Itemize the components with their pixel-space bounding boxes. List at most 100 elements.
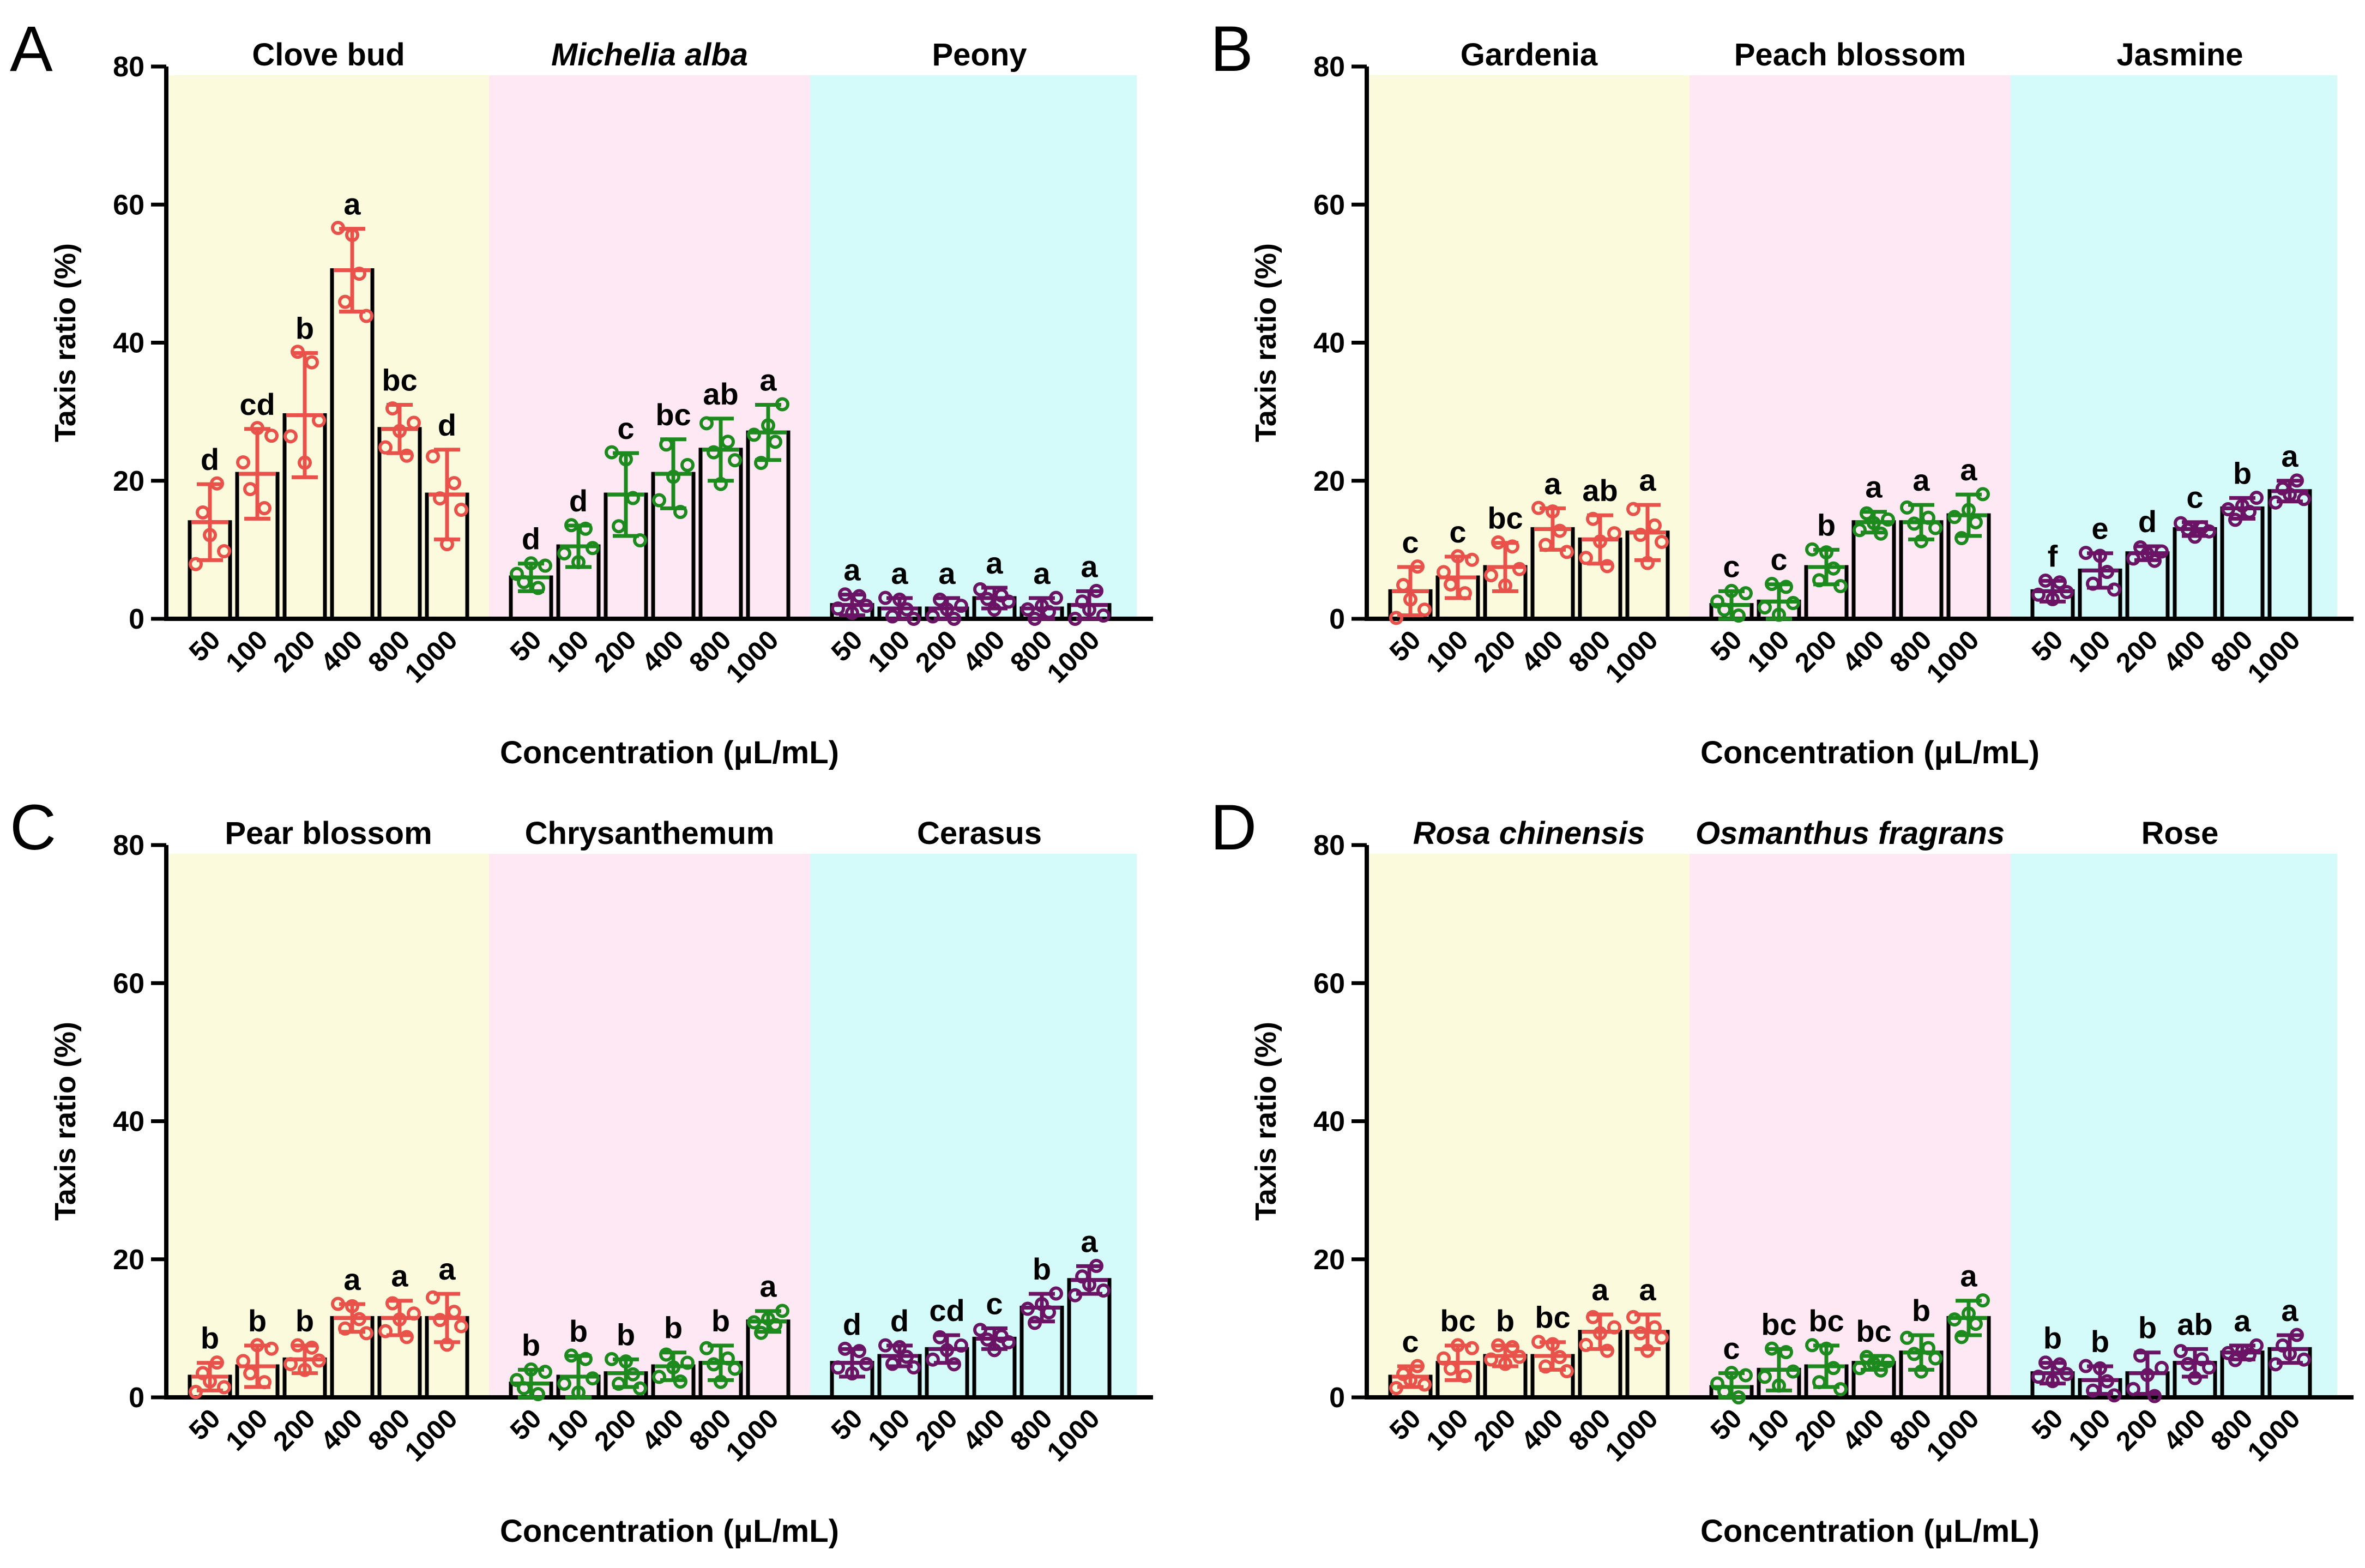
data-point <box>852 589 866 604</box>
data-point <box>359 309 373 323</box>
data-point <box>1458 1368 1472 1383</box>
data-point <box>619 452 633 467</box>
data-point <box>1826 1361 1841 1376</box>
significance-letter: b <box>617 1317 635 1352</box>
data-point <box>2086 1383 2100 1398</box>
y-tick-label: 60 <box>1313 968 1345 999</box>
x-tick-label: 1000 <box>1041 624 1106 689</box>
x-tick-label: 50 <box>504 1403 547 1446</box>
x-tick-label: 400 <box>2157 624 2211 678</box>
x-tick-label: 200 <box>267 624 321 678</box>
data-point <box>407 1306 421 1321</box>
data-point <box>728 453 742 468</box>
data-point <box>1860 506 1874 521</box>
data-point <box>1907 516 1921 531</box>
data-point <box>538 558 552 573</box>
group-title: Osmanthus fragrans <box>1696 816 2005 851</box>
x-tick-label: 1000 <box>720 624 785 689</box>
group-background <box>1368 75 1690 619</box>
x-tick-label: 400 <box>1836 1403 1890 1457</box>
data-point <box>892 1340 907 1354</box>
panel-label: C <box>10 792 56 864</box>
y-tick-label: 60 <box>1313 189 1345 221</box>
significance-letter: b <box>248 1304 267 1338</box>
data-point <box>1867 516 1881 530</box>
significance-letter: a <box>1033 556 1051 590</box>
data-point <box>2086 576 2100 591</box>
data-point <box>1914 1364 1928 1379</box>
data-point <box>2031 587 2046 602</box>
x-tick-label: 1000 <box>720 1403 785 1467</box>
data-point <box>1928 521 1942 535</box>
data-point <box>1928 1351 1942 1366</box>
data-point <box>1954 1330 1969 1344</box>
data-point <box>954 1338 968 1353</box>
data-point <box>768 1318 782 1332</box>
data-point <box>2038 1355 2053 1370</box>
data-point <box>1724 583 1739 598</box>
significance-letter: d <box>522 522 540 556</box>
y-tick-label: 40 <box>1313 1106 1345 1138</box>
data-point <box>586 541 600 556</box>
y-axis-title: Taxis ratio (%) <box>1250 243 1282 442</box>
x-tick-label: 50 <box>504 624 547 667</box>
significance-letter: b <box>664 1311 683 1345</box>
data-point <box>947 1357 961 1372</box>
data-point <box>1914 534 1928 548</box>
data-point <box>1068 1288 1082 1302</box>
x-tick-label: 400 <box>315 624 369 678</box>
data-point <box>699 416 714 431</box>
data-point <box>385 401 400 416</box>
data-point <box>1451 549 1465 564</box>
data-point <box>2147 553 2162 568</box>
data-point <box>283 429 298 444</box>
data-point <box>250 421 264 436</box>
data-point <box>2221 1346 2235 1360</box>
data-point <box>1389 1381 1403 1396</box>
data-point <box>571 555 586 570</box>
data-point <box>196 505 210 520</box>
data-point <box>2126 551 2140 566</box>
data-point <box>1626 502 1640 516</box>
significance-letter: bc <box>1440 1304 1475 1338</box>
data-point <box>980 1332 994 1347</box>
significance-letter: a <box>1639 1273 1656 1307</box>
data-point <box>1484 1352 1498 1367</box>
x-tick-label: 200 <box>2110 1403 2164 1457</box>
data-point <box>605 445 619 460</box>
data-point <box>987 602 1001 617</box>
data-point <box>845 606 859 620</box>
data-point <box>1444 1361 1458 1376</box>
data-point <box>2060 1367 2074 1382</box>
significance-letter: a <box>938 556 956 590</box>
group-background <box>1368 854 1690 1397</box>
data-point <box>407 415 421 430</box>
significance-letter: bc <box>1856 1314 1891 1348</box>
data-point <box>2290 473 2304 488</box>
data-point <box>2053 1357 2067 1372</box>
significance-letter: d <box>201 442 219 477</box>
data-point <box>1819 545 1833 560</box>
x-tick-label: 1000 <box>2242 1403 2306 1467</box>
data-point <box>538 1365 552 1379</box>
data-point <box>1593 534 1607 549</box>
data-point <box>626 1367 640 1382</box>
data-point <box>426 1290 440 1305</box>
significance-letter: b <box>295 1304 314 1338</box>
x-tick-label: 100 <box>1741 624 1795 678</box>
x-tick-label: 200 <box>1468 1403 1522 1457</box>
data-point <box>1512 1349 1527 1364</box>
data-point <box>707 1357 721 1372</box>
y-tick-label: 20 <box>1313 466 1345 497</box>
data-point <box>1042 605 1056 619</box>
x-tick-label: 50 <box>825 1403 868 1446</box>
x-tick-label: 100 <box>2062 1403 2116 1457</box>
data-point <box>1881 512 1895 527</box>
data-point <box>203 528 217 542</box>
data-point <box>1717 602 1731 617</box>
data-point <box>1969 1317 1983 1331</box>
data-point <box>2147 1389 2162 1403</box>
data-point <box>775 397 789 412</box>
data-point <box>947 612 961 626</box>
data-point <box>1410 1359 1425 1373</box>
